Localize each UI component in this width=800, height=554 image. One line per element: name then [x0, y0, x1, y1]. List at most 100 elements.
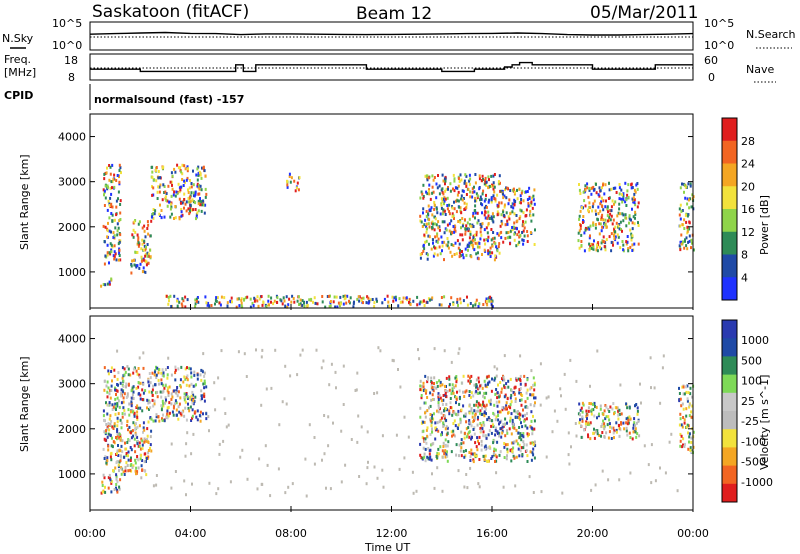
echo-cell: [461, 253, 464, 257]
velocity-y-label: Slant Range [km]: [18, 356, 31, 452]
echo-cell: [173, 389, 176, 393]
echo-cell: [495, 400, 498, 404]
echo-cell: [613, 234, 615, 238]
echo-cell: [116, 429, 119, 433]
echo-cell: [601, 431, 604, 434]
echo-cell: [614, 235, 617, 239]
echo-cell: [337, 301, 340, 305]
echo-cell: [167, 386, 170, 390]
echo-cell: [534, 228, 536, 232]
echo-cell: [452, 303, 455, 306]
echo-cell: [438, 420, 441, 424]
ground-scatter-cell: [255, 348, 257, 352]
echo-cell: [500, 427, 503, 430]
echo-cell: [608, 422, 611, 426]
echo-cell: [599, 209, 602, 213]
echo-cell: [594, 226, 597, 230]
echo-cell: [110, 230, 112, 234]
echo-cell: [618, 186, 621, 190]
echo-cell: [453, 177, 456, 181]
echo-cell: [174, 368, 177, 372]
echo-cell: [111, 163, 114, 167]
echo-cell: [461, 198, 464, 202]
echo-cell: [494, 448, 497, 452]
echo-cell: [431, 174, 434, 178]
echo-cell: [171, 183, 173, 187]
echo-cell: [155, 376, 158, 379]
echo-cell: [494, 428, 497, 432]
echo-cell: [624, 213, 627, 217]
echo-cell: [498, 410, 501, 414]
echo-cell: [464, 218, 466, 222]
echo-cell: [107, 199, 110, 203]
echo-cell: [479, 409, 482, 413]
echo-cell: [683, 227, 686, 230]
echo-cell: [602, 240, 605, 243]
echo-cell: [133, 423, 136, 427]
echo-cell: [503, 194, 506, 198]
power-echo-layer: [100, 163, 695, 309]
echo-cell: [416, 295, 419, 299]
echo-cell: [513, 456, 516, 460]
echo-cell: [448, 383, 451, 387]
echo-cell: [477, 387, 480, 391]
echo-cell: [292, 297, 295, 300]
echo-cell: [595, 248, 598, 252]
echo-cell: [581, 410, 584, 414]
echo-cell: [469, 455, 472, 459]
echo-cell: [589, 437, 592, 441]
echo-cell: [188, 366, 191, 370]
echo-cell: [431, 427, 433, 431]
echo-cell: [191, 408, 194, 412]
echo-cell: [110, 458, 113, 462]
echo-cell: [173, 404, 175, 408]
echo-cell: [490, 431, 493, 435]
echo-cell: [124, 370, 127, 374]
echo-cell: [633, 192, 636, 196]
echo-cell: [522, 432, 525, 436]
echo-cell: [437, 447, 440, 451]
echo-cell: [622, 243, 625, 247]
echo-cell: [134, 219, 137, 222]
echo-cell: [438, 228, 441, 232]
echo-cell: [513, 221, 516, 225]
echo-cell: [440, 203, 443, 207]
echo-cell: [173, 217, 175, 220]
echo-cell: [468, 390, 471, 393]
echo-cell: [334, 305, 337, 309]
echo-cell: [467, 229, 470, 233]
x-tick-label: 12:00: [376, 527, 408, 540]
echo-cell: [511, 226, 514, 229]
echo-cell: [493, 236, 496, 240]
colorbar-swatch: [722, 277, 737, 301]
echo-cell: [584, 226, 587, 230]
echo-cell: [524, 424, 527, 428]
echo-cell: [399, 300, 402, 304]
echo-cell: [153, 212, 156, 216]
echo-cell: [451, 254, 454, 258]
echo-cell: [449, 401, 452, 405]
echo-cell: [185, 178, 188, 182]
echo-cell: [147, 441, 150, 444]
ground-scatter-cell: [264, 444, 267, 448]
nave-tick-bottom: 0: [708, 71, 715, 84]
echo-cell: [499, 224, 502, 228]
echo-cell: [679, 444, 682, 448]
echo-cell: [130, 463, 133, 466]
echo-cell: [195, 217, 197, 221]
echo-cell: [178, 402, 181, 406]
echo-cell: [151, 215, 154, 219]
echo-cell: [519, 387, 522, 391]
echo-cell: [492, 194, 495, 198]
echo-cell: [120, 388, 123, 392]
echo-cell: [388, 304, 391, 308]
echo-cell: [108, 164, 111, 167]
echo-cell: [591, 205, 594, 209]
echo-cell: [634, 190, 637, 194]
date-title: 05/Mar/2011: [590, 3, 698, 23]
echo-cell: [461, 224, 464, 228]
echo-cell: [445, 243, 448, 247]
echo-cell: [477, 219, 480, 223]
echo-cell: [448, 210, 451, 213]
echo-cell: [428, 208, 431, 212]
